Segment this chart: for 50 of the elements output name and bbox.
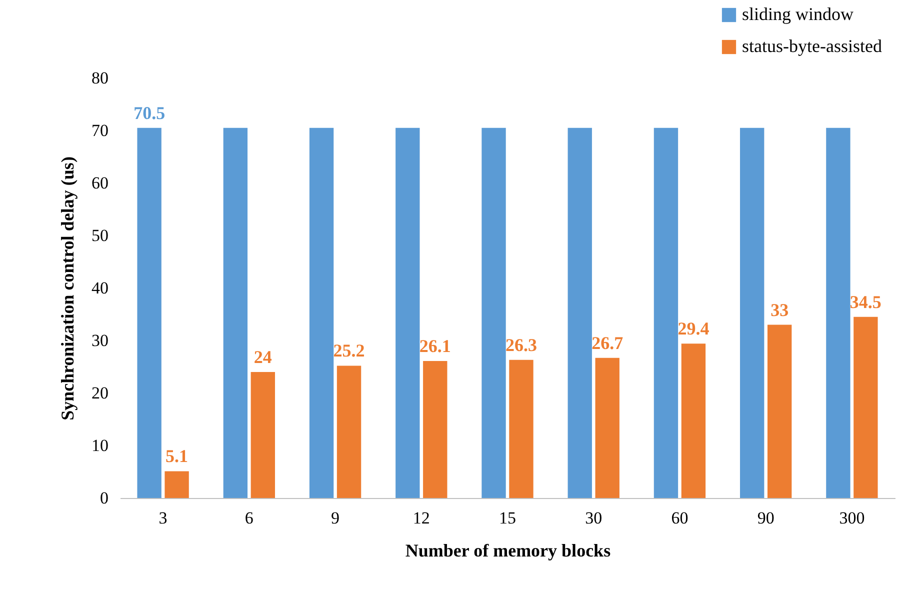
bar [336, 366, 362, 498]
data-label: 29.4 [678, 318, 710, 339]
bar [509, 360, 534, 498]
bar [826, 128, 850, 498]
bar [164, 471, 189, 498]
data-label: 25.2 [333, 340, 365, 361]
y-tick-label: 30 [92, 331, 108, 350]
bar [482, 128, 506, 498]
bar [854, 316, 878, 498]
y-tick-label: 0 [100, 488, 108, 508]
x-tick-label: 3 [158, 508, 168, 528]
x-tick-label: 12 [412, 508, 430, 528]
data-label: 26.3 [505, 334, 537, 355]
bar [223, 128, 248, 498]
x-tick-label: 15 [499, 508, 516, 528]
x-tick-label: 9 [331, 508, 340, 528]
data-label: 26.1 [419, 336, 451, 356]
data-label: 26.7 [592, 332, 624, 353]
x-tick-label: 300 [839, 508, 865, 528]
legend-label: status-byte-assisted [742, 36, 882, 56]
data-label: 5.1 [166, 446, 188, 466]
bar [767, 324, 792, 498]
data-label: 70.5 [134, 102, 166, 123]
bar [423, 360, 448, 498]
y-tick-label: 50 [92, 226, 108, 245]
y-tick-label: 60 [92, 174, 108, 192]
y-tick-label: 40 [92, 278, 108, 298]
bar [568, 128, 592, 498]
bar [137, 128, 162, 498]
x-tick-label: 90 [757, 508, 774, 528]
data-label: 33 [770, 300, 789, 320]
x-axis-title: Number of memory blocks [405, 540, 611, 560]
bar [250, 372, 275, 498]
y-tick-label: 70 [92, 121, 108, 140]
bar [740, 128, 764, 498]
legend-label: sliding window [742, 4, 854, 24]
y-tick-label: 80 [92, 68, 108, 88]
bar [309, 128, 334, 498]
y-axis-title: Synchronization control delay (us) [58, 156, 78, 420]
data-label: 34.5 [850, 292, 882, 312]
y-tick-label: 20 [92, 384, 108, 402]
bar [681, 344, 706, 498]
bar [595, 358, 620, 498]
y-tick-label: 10 [92, 436, 108, 455]
bar [654, 128, 678, 498]
x-tick-label: 30 [585, 508, 602, 528]
data-label: 24 [254, 347, 272, 367]
x-tick-label: 60 [671, 508, 688, 528]
bar [396, 128, 420, 498]
x-tick-label: 6 [244, 508, 254, 528]
